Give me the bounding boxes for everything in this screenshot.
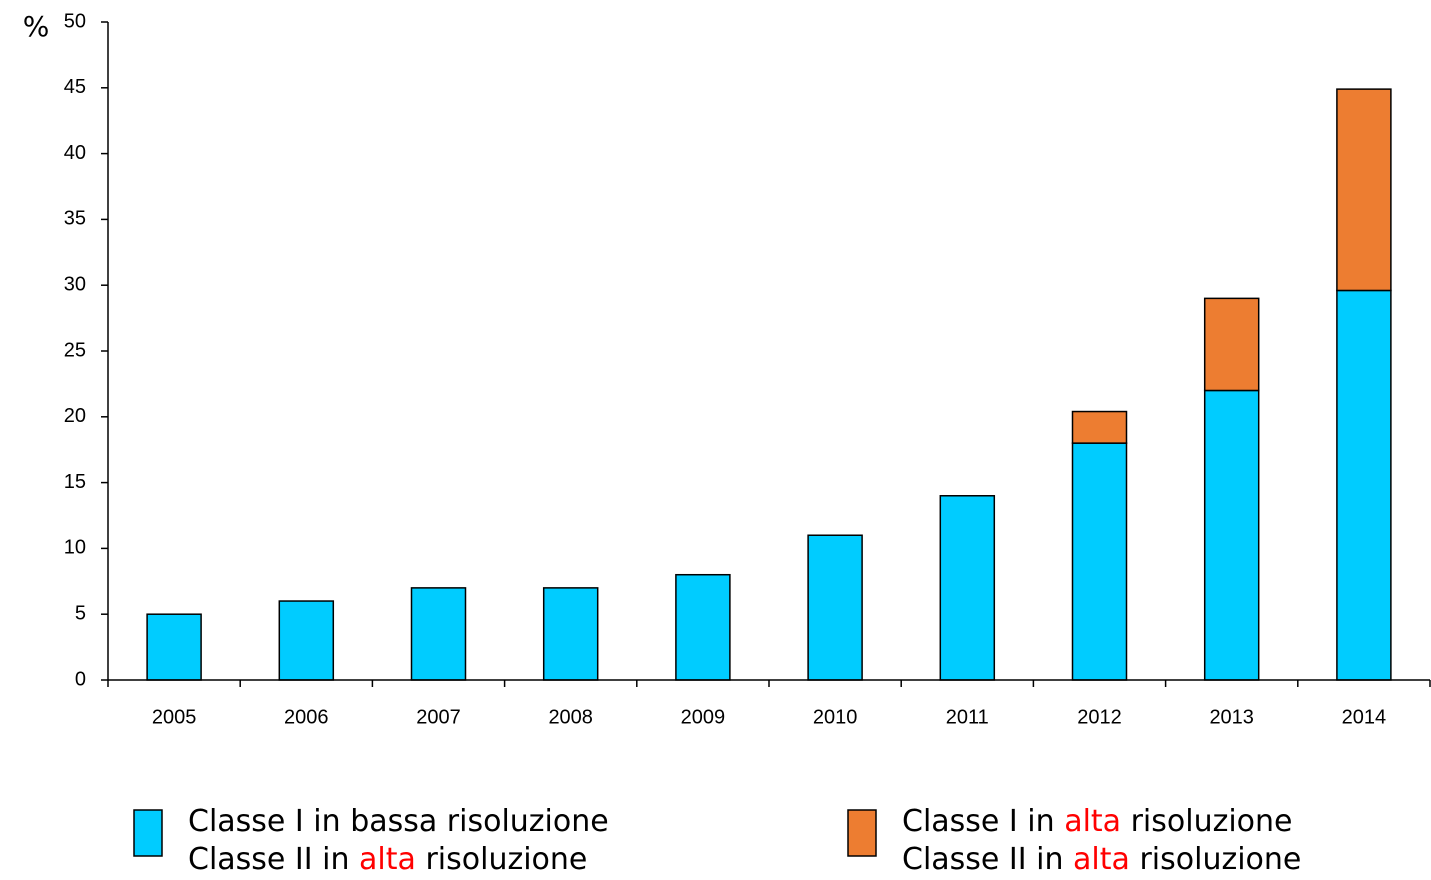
bar [1336,88,1392,292]
bar [542,587,599,681]
x-tick-label: 2011 [946,706,989,728]
bar [146,613,202,681]
y-tick-label: 30 [64,273,86,295]
legend-text: Classe II in [902,842,1073,877]
legend-swatch [847,809,877,857]
legend-swatch [133,809,163,857]
y-tick-label: 35 [64,208,86,230]
bar [410,587,467,681]
bar [939,495,996,681]
x-tick-label: 2012 [1077,706,1122,728]
legend-text: risoluzione [1130,842,1301,877]
bar [278,600,335,681]
bar [1071,442,1128,681]
bar [807,534,863,681]
bar [1071,410,1128,444]
legend-label: Classe II in alta risoluzione [902,842,1301,877]
x-tick-label: 2010 [813,706,858,728]
x-tick-label: 2007 [416,706,461,728]
x-tick-label: 2014 [1342,706,1387,728]
bar [675,573,731,681]
x-tick-label: 2013 [1209,706,1254,728]
bar [1336,289,1392,681]
y-tick-label: 50 [64,10,86,32]
legend-label: Classe I in alta risoluzione [902,804,1293,839]
y-tick-label: 0 [75,668,86,690]
legend-text: Classe I in bassa risoluzione [188,804,609,839]
x-tick-label: 2008 [548,706,593,728]
legend-text: Classe II in [188,842,359,877]
legend-text: risoluzione [416,842,587,877]
x-tick-label: 2009 [681,706,726,728]
legend-text: Classe I in [902,804,1064,839]
legend-label: Classe I in bassa risoluzione [188,804,609,839]
y-tick-label: 40 [64,142,86,164]
y-tick-label: 45 [64,76,86,98]
legend-text: risoluzione [1121,804,1292,839]
bar [1203,389,1260,681]
y-tick-label: 25 [64,339,86,361]
y-tick-label: 20 [64,405,86,427]
y-tick-label: 5 [75,602,86,624]
bar [1203,297,1260,392]
x-tick-label: 2006 [284,706,329,728]
legend-label: Classe II in alta risoluzione [188,842,587,877]
legend-highlight: alta [359,842,416,877]
y-tick-label: 10 [64,537,86,559]
y-unit: % [23,10,50,43]
legend-highlight: alta [1073,842,1130,877]
y-tick-label: 15 [64,471,86,493]
legend-highlight: alta [1064,804,1121,839]
x-tick-label: 2005 [152,706,197,728]
